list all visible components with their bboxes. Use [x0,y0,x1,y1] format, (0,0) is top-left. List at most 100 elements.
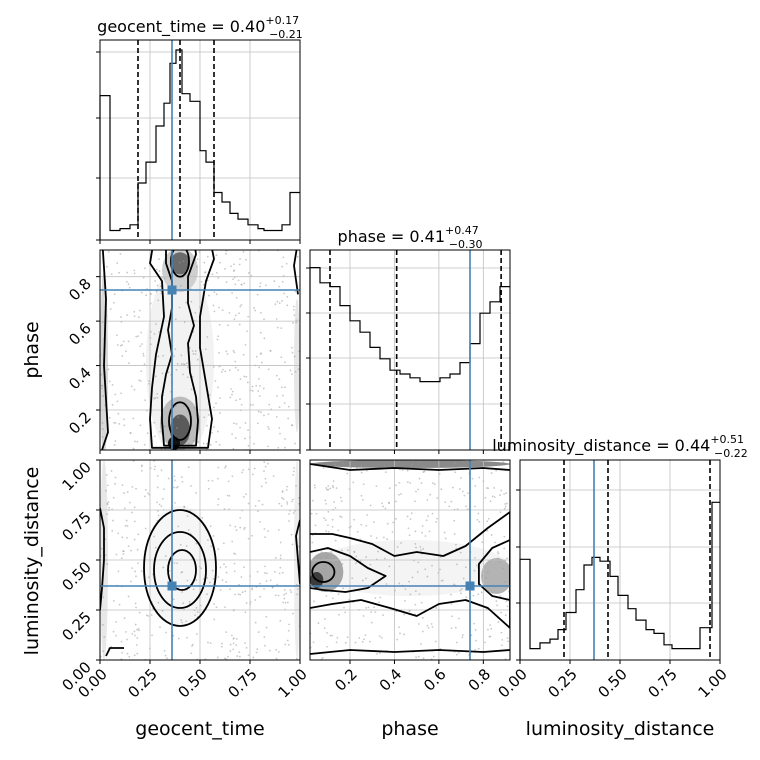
sample-point [268,403,271,406]
sample-point [465,505,467,508]
sample-point [176,562,179,565]
sample-point [213,291,216,294]
sample-point [259,282,262,285]
sample-point [222,542,225,545]
sample-point [476,518,479,521]
sample-point [260,411,262,414]
sample-point [125,280,128,283]
sample-point [182,373,185,376]
sample-point [136,637,139,639]
xlabel-luminosity-distance: luminosity_distance [526,718,715,740]
sample-point [324,519,327,521]
sample-point [267,530,269,532]
sample-point [231,475,234,478]
sample-point [154,546,157,549]
sample-point [444,501,447,504]
sample-point [325,502,328,505]
sample-point [242,495,245,498]
sample-point [235,399,238,402]
sample-point [228,495,231,497]
sample-point [190,652,193,655]
sample-point [144,527,147,530]
sample-point [240,283,243,286]
sample-point [231,540,234,543]
sample-point [233,570,236,573]
sample-point [227,655,229,658]
sample-point [504,614,507,617]
sample-point [281,394,284,397]
sample-point [281,496,283,499]
sample-point [148,382,151,385]
sample-point [231,292,233,294]
sample-point [255,651,258,654]
sample-point [473,569,476,572]
sample-point [374,611,377,614]
sample-point [113,293,116,296]
sample-point [234,525,237,528]
sample-point [196,633,198,635]
sample-point [192,352,195,355]
sample-point [394,517,397,520]
sample-point [225,252,227,255]
sample-point [417,488,419,491]
sample-point [130,580,132,583]
sample-point [382,505,384,508]
sample-point [403,613,406,616]
sample-point [295,321,298,324]
sample-point [167,477,170,480]
sample-point [339,496,342,499]
xtick-label-phase: 0.8 [465,665,495,695]
sample-point [467,492,469,494]
sample-point [176,427,178,430]
sample-point [284,361,286,364]
sample-point [126,314,129,316]
sample-point [274,303,277,306]
sample-point [291,498,294,501]
sample-point [102,395,105,397]
sample-point [238,651,241,654]
sample-point [329,634,332,637]
sample-point [116,344,119,346]
sample-point [277,446,280,449]
sample-point [148,380,150,382]
sample-point [296,588,299,591]
sample-point [434,640,437,643]
sample-point [439,568,441,571]
sample-point [183,363,186,366]
sample-point [247,468,250,471]
sample-point [281,280,284,283]
sample-point [379,635,381,638]
sample-point [461,490,464,493]
sample-point [331,634,333,637]
sample-point [215,293,218,296]
sample-point [211,479,214,482]
sample-point [355,555,358,558]
sample-point [217,548,220,551]
sample-point [341,549,343,552]
sample-point [478,476,481,479]
sample-point [120,640,123,643]
sample-point [403,633,405,636]
sample-point [224,267,226,270]
sample-point [507,640,509,643]
sample-point [245,493,247,496]
sample-point [337,593,340,596]
sample-point [100,547,103,550]
sample-point [286,502,289,505]
sample-point [239,655,241,658]
sample-point [465,596,468,599]
sample-point [106,513,109,516]
sample-point [263,414,265,417]
sample-point [241,591,244,594]
sample-point [252,442,255,445]
sample-point [263,644,266,647]
sample-point [217,576,220,578]
sample-point [133,654,136,657]
sample-point [101,623,104,626]
sample-point [143,443,146,446]
sample-point [139,345,142,348]
sample-point [195,492,197,494]
sample-point [361,640,364,643]
sample-point [285,262,288,265]
sample-point [472,594,475,597]
